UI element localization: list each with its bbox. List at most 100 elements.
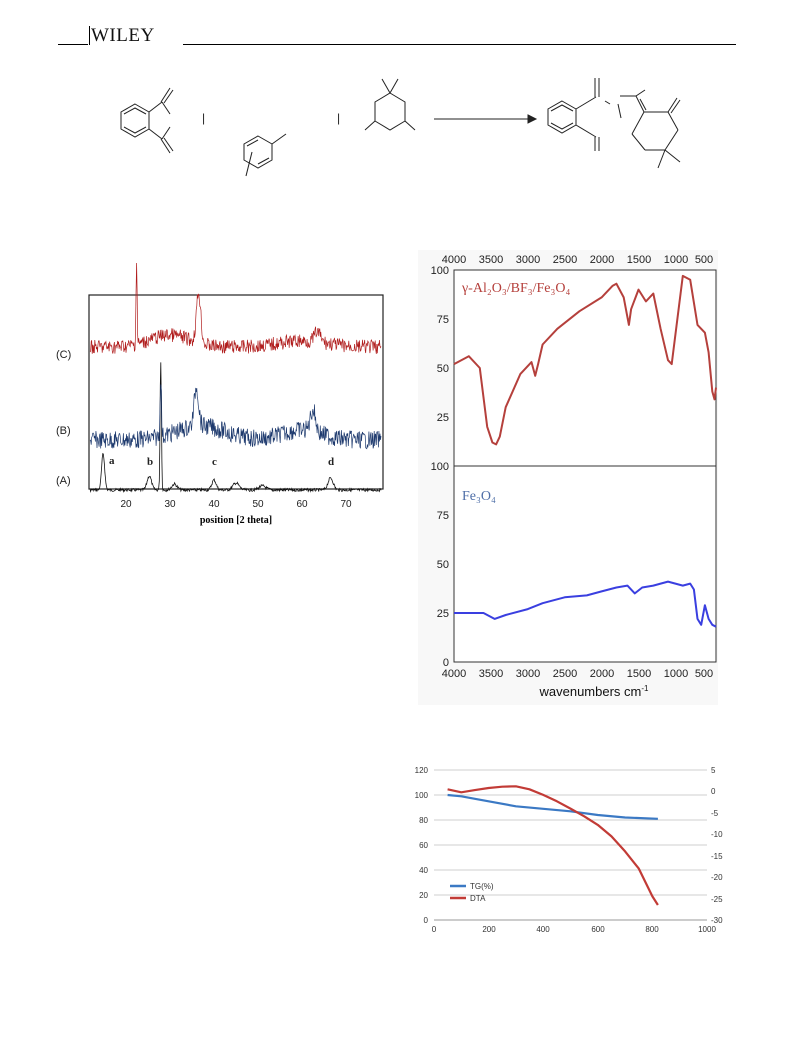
tga-left-tick: 40 [419,866,428,875]
ftir-y-tick: 75 [437,510,449,522]
xrd-x-tick: 40 [208,499,220,510]
xrd-label-c: (C) [56,349,71,361]
xrd-trace-a-line [89,362,382,494]
ftir-y-tick: 100 [431,461,449,473]
xrd-trace-c-line [89,262,382,354]
tga-legend-label-tg: TG(%) [470,882,494,891]
header-left-rule [58,44,88,45]
tga-right-tick: -25 [711,895,723,904]
publisher-logo: WILEY [91,25,155,46]
tga-x-tick: 600 [591,925,605,934]
ftir-bottom-tick: 500 [695,668,713,680]
tga-right-tick: -5 [711,809,719,818]
ftir-bottom-tick: 1000 [664,668,688,680]
header-rule [183,44,736,45]
ftir-bottom-tick: 4000 [442,668,466,680]
ftir-y-tick: 25 [437,608,449,620]
ftir-upper-spectrum-line [453,274,717,446]
ftir-top-tick: 2500 [553,254,577,266]
header-tick [89,26,90,45]
tga-left-tick: 0 [424,916,429,925]
ftir-y-tick: 25 [437,412,449,424]
tga-x-tick: 1000 [698,925,716,934]
dimedone-structure [364,78,416,131]
ftir-top-tick: 2000 [590,254,614,266]
xrd-trace-b-line [89,384,382,450]
tga-right-tick: 5 [711,766,716,775]
xrd-trace-labels: (C) (B) (A) [56,349,71,487]
ftir-series-label-upper: γ-Al₂O₃/BF₃/Fe₃O₄ [461,281,570,296]
ftir-bottom-tick: 3000 [516,668,540,680]
tga-right-tick: -20 [711,873,723,882]
ftir-chart: 4000 3500 3000 2500 2000 1500 1000 500 1… [418,250,718,705]
ftir-xlabel: wavenumbers cm-1 [539,684,650,699]
tga-right-ticks: 5 0 -5 -10 -15 -20 -25 -30 [711,766,723,925]
xrd-peak-c: c [212,456,217,468]
ftir-lower-frame [453,465,717,663]
substituted-benzene-structure [243,133,287,177]
tga-left-tick: 60 [419,841,428,850]
reaction-scheme: | | [120,78,681,177]
xrd-label-a: (A) [56,475,71,487]
ftir-y-ticks: 100 75 50 25 100 75 50 25 0 [431,265,449,669]
xrd-x-tick: 50 [252,499,264,510]
ftir-top-tick: 3000 [516,254,540,266]
ftir-bottom-tick: 2000 [590,668,614,680]
phthalic-anhydride-structure [120,87,174,154]
plus-sign-2: | [337,111,340,125]
ftir-bottom-tick: 2500 [553,668,577,680]
ftir-y-tick: 0 [443,657,449,669]
ftir-top-ticks: 4000 3500 3000 2500 2000 1500 1000 500 [442,254,713,266]
tga-x-tick: 0 [432,925,437,934]
tga-x-tick: 800 [645,925,659,934]
tga-right-tick: 0 [711,787,716,796]
ftir-bottom-tick: 1500 [627,668,651,680]
xrd-label-b: (B) [56,425,71,437]
page-header: WILEY [58,24,736,50]
ftir-y-tick: 50 [437,559,449,571]
tga-left-tick: 20 [419,891,428,900]
xrd-peak-b: b [147,456,153,468]
ftir-bottom-tick: 3500 [479,668,503,680]
tga-tg-line [447,793,658,820]
ftir-bottom-ticks: 4000 3500 3000 2500 2000 1500 1000 500 [442,668,713,680]
xrd-x-tick: 60 [296,499,308,510]
tga-right-tick: -10 [711,830,723,839]
tga-left-tick: 100 [415,791,429,800]
tga-dta-line [447,785,659,906]
xrd-x-tick: 70 [340,499,352,510]
tga-right-tick: -30 [711,916,723,925]
ftir-top-tick: 500 [695,254,713,266]
xrd-peak-d: d [328,456,334,468]
tga-legend-label-dta: DTA [470,894,486,903]
tga-x-tick: 400 [536,925,550,934]
product-structure [547,78,681,169]
ftir-top-tick: 1500 [627,254,651,266]
ftir-series-label-lower: Fe₃O₄ [462,489,496,504]
xrd-peak-labels: a b c d [109,455,334,468]
tga-x-tick: 200 [482,925,496,934]
xrd-xlabel: position [2 theta] [200,515,272,526]
xrd-chart: (C) (B) (A) a b c d 20 30 40 50 60 70 po… [56,262,384,526]
plus-sign-1: | [202,111,205,125]
xrd-peak-a: a [109,455,115,467]
ftir-y-tick: 75 [437,314,449,326]
ftir-top-tick: 4000 [442,254,466,266]
tga-x-ticks: 0 200 400 600 800 1000 [432,925,717,934]
xrd-x-tick: 20 [120,499,132,510]
ftir-y-tick: 50 [437,363,449,375]
ftir-lower-spectrum-line [454,580,717,628]
tga-left-tick: 80 [419,816,428,825]
ftir-top-tick: 1000 [664,254,688,266]
tga-left-tick: 120 [415,766,429,775]
tga-gridlines [434,769,707,896]
xrd-x-ticks: 20 30 40 50 60 70 [120,499,352,510]
xrd-frame [88,294,384,490]
tga-left-ticks: 120 100 80 60 40 20 0 [415,766,429,925]
tga-right-tick: -15 [711,852,723,861]
xrd-x-tick: 30 [164,499,176,510]
ftir-upper-frame [453,269,717,467]
ftir-y-tick: 100 [431,265,449,277]
tga-chart: 120 100 80 60 40 20 0 5 0 -5 -10 -15 -20… [415,766,723,934]
ftir-top-tick: 3500 [479,254,503,266]
